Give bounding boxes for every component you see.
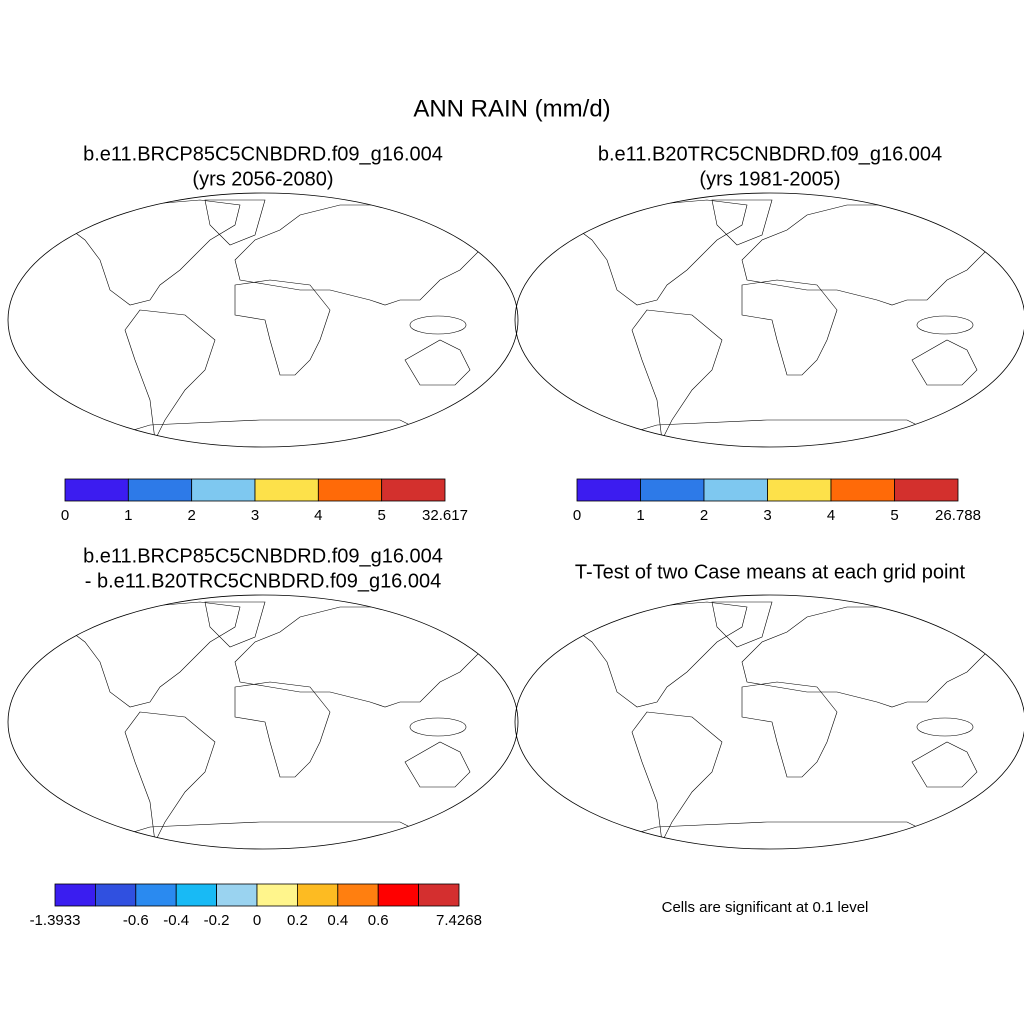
colorbar-label: 2 — [187, 507, 195, 524]
land-band — [65, 305, 500, 315]
colorbar-label: -0.4 — [163, 912, 189, 929]
land-band — [572, 315, 1007, 335]
land-band — [572, 602, 1007, 712]
panel-title: T-Test of two Case means at each grid po… — [575, 561, 966, 583]
colorbar-box — [54, 883, 96, 907]
land-band — [572, 732, 1007, 762]
map-land — [64, 601, 501, 849]
map-border — [7, 594, 519, 850]
colorbar-label: 3 — [251, 507, 259, 524]
colorbar-label: 0 — [253, 912, 261, 929]
land-fill — [572, 602, 1007, 849]
colorbar-label: 3 — [763, 507, 771, 524]
land-band — [572, 395, 1007, 447]
colorbar-label: 5 — [890, 507, 898, 524]
land-band — [65, 692, 500, 712]
panel-note: Cells are significant at 0.1 level — [662, 899, 869, 916]
land-band — [65, 315, 500, 335]
colorbar-box — [175, 883, 217, 907]
colorbar-label: -1.3933 — [30, 912, 81, 929]
map-border — [7, 192, 519, 448]
land-band — [65, 355, 500, 395]
colorbar-label: 32.617 — [422, 507, 468, 524]
colorbar-box — [830, 478, 895, 502]
land-band — [572, 335, 1007, 355]
colorbar-box — [894, 478, 959, 502]
colorbar-label: 26.788 — [935, 507, 981, 524]
land-band — [572, 812, 1007, 849]
colorbar-label: 2 — [700, 507, 708, 524]
colorbar-box — [296, 883, 339, 907]
panel-title: (yrs 1981-2005) — [699, 168, 840, 190]
colorbar-label: 0 — [61, 507, 69, 524]
panel-title: b.e11.B20TRC5CNBDRD.f09_g16.004 — [598, 143, 942, 165]
map-border — [514, 594, 1024, 850]
land-band — [65, 290, 500, 305]
colorbar-label: -0.2 — [204, 912, 230, 929]
colorbar-box — [381, 478, 446, 502]
colorbar-label: 4 — [314, 507, 322, 524]
coastline — [64, 199, 501, 447]
colorbar-box — [95, 883, 137, 907]
map — [7, 594, 519, 850]
colorbar-box — [377, 883, 420, 907]
map-land — [571, 199, 1008, 447]
map — [7, 192, 519, 448]
colorbar-label: 0 — [573, 507, 581, 524]
panel-title: - b.e11.B20TRC5CNBDRD.f09_g16.004 — [85, 570, 441, 592]
land-band — [65, 395, 500, 447]
panel-title: b.e11.BRCP85C5CNBDRD.f09_g16.004 — [83, 545, 443, 567]
colorbar-box — [191, 478, 256, 502]
land-band — [65, 335, 500, 355]
land-band — [65, 602, 500, 652]
colorbar-label: 4 — [827, 507, 835, 524]
colorbar-label: 1 — [124, 507, 132, 524]
colorbar-box — [254, 478, 319, 502]
colorbar-box — [256, 883, 298, 907]
colorbar-box — [135, 883, 177, 907]
map-land — [64, 199, 501, 447]
colorbar-label: 5 — [377, 507, 385, 524]
land-fill — [572, 200, 1007, 447]
land-band — [65, 712, 500, 732]
land-band — [572, 265, 1007, 290]
colorbar-box — [767, 478, 832, 502]
coastline — [571, 199, 1008, 447]
colorbar-box — [216, 883, 258, 907]
colorbar-label: -0.6 — [123, 912, 149, 929]
map-land — [571, 601, 1008, 849]
colorbar-box — [418, 883, 460, 907]
colorbar-label: 7.4268 — [436, 912, 482, 929]
land-fill — [65, 602, 500, 849]
land-band — [572, 355, 1007, 395]
land-band — [65, 732, 500, 762]
coastline — [571, 601, 1008, 849]
land-band — [572, 305, 1007, 315]
colorbar-box — [317, 478, 383, 502]
colorbar-box — [576, 478, 641, 502]
colorbar-label: 0.6 — [368, 912, 389, 929]
figure-title: ANN RAIN (mm/d) — [413, 95, 610, 122]
land-fill — [65, 200, 500, 447]
panel-title: b.e11.BRCP85C5CNBDRD.f09_g16.004 — [83, 143, 443, 165]
colorbar-box — [703, 478, 768, 502]
map-border — [514, 192, 1024, 448]
land-band — [65, 812, 500, 849]
colorbar-box — [127, 478, 193, 502]
coastline — [64, 601, 501, 849]
map — [514, 192, 1024, 448]
colorbar-box — [640, 478, 705, 502]
map — [514, 594, 1024, 850]
colorbar-label: 1 — [636, 507, 644, 524]
colorbar-label: 0.4 — [327, 912, 348, 929]
colorbar-box — [337, 883, 379, 907]
colorbar-box — [64, 478, 129, 502]
colorbar-label: 0.2 — [287, 912, 308, 929]
land-band — [572, 712, 1007, 732]
panel-title: (yrs 2056-2080) — [192, 168, 333, 190]
land-band — [572, 290, 1007, 305]
